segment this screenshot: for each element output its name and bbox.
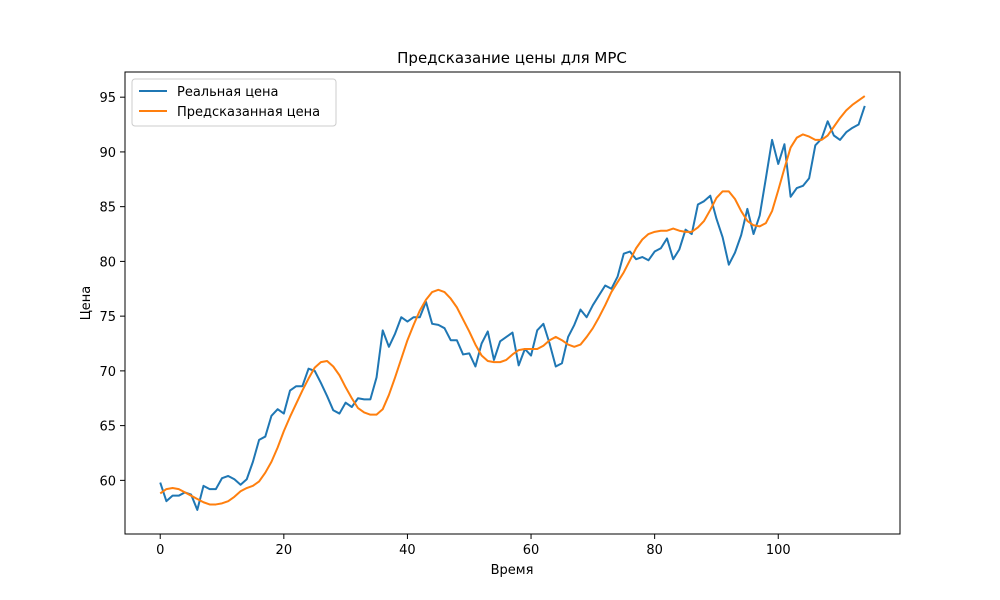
- x-tick-label: 60: [523, 543, 540, 558]
- legend-label-real-price: Реальная цена: [177, 85, 279, 100]
- legend-box: [131, 78, 337, 127]
- series-line-predicted-price: [159, 95, 866, 506]
- y-axis-label: Цена: [79, 286, 94, 321]
- x-tick-label: 20: [276, 543, 293, 558]
- y-axis-ticks: 60 65 70 75 80 85 90 95: [99, 91, 125, 489]
- x-tick-label: 0: [156, 543, 164, 558]
- x-tick-label: 80: [646, 543, 663, 558]
- y-tick-label: 85: [99, 201, 116, 216]
- x-tick-label: 40: [399, 543, 416, 558]
- y-tick-label: 75: [99, 310, 116, 325]
- y-tick-label: 80: [99, 255, 116, 270]
- y-tick-label: 90: [99, 146, 116, 161]
- legend: Реальная цена Предсказанная цена: [131, 78, 337, 127]
- y-tick-label: 95: [99, 91, 116, 106]
- chart-title: Предсказание цены для MPC: [397, 49, 627, 67]
- plot-frame: [124, 71, 901, 535]
- x-axis-label: Время: [491, 563, 534, 578]
- y-tick-label: 60: [99, 474, 116, 489]
- y-tick-label: 65: [99, 420, 116, 435]
- y-tick-label: 70: [99, 365, 116, 380]
- series-layer: [159, 95, 866, 511]
- legend-label-predicted-price: Предсказанная цена: [177, 105, 320, 120]
- x-axis-ticks: 0 20 40 60 80 100: [156, 534, 791, 558]
- series-line-real-price: [159, 105, 866, 511]
- x-tick-label: 100: [766, 543, 791, 558]
